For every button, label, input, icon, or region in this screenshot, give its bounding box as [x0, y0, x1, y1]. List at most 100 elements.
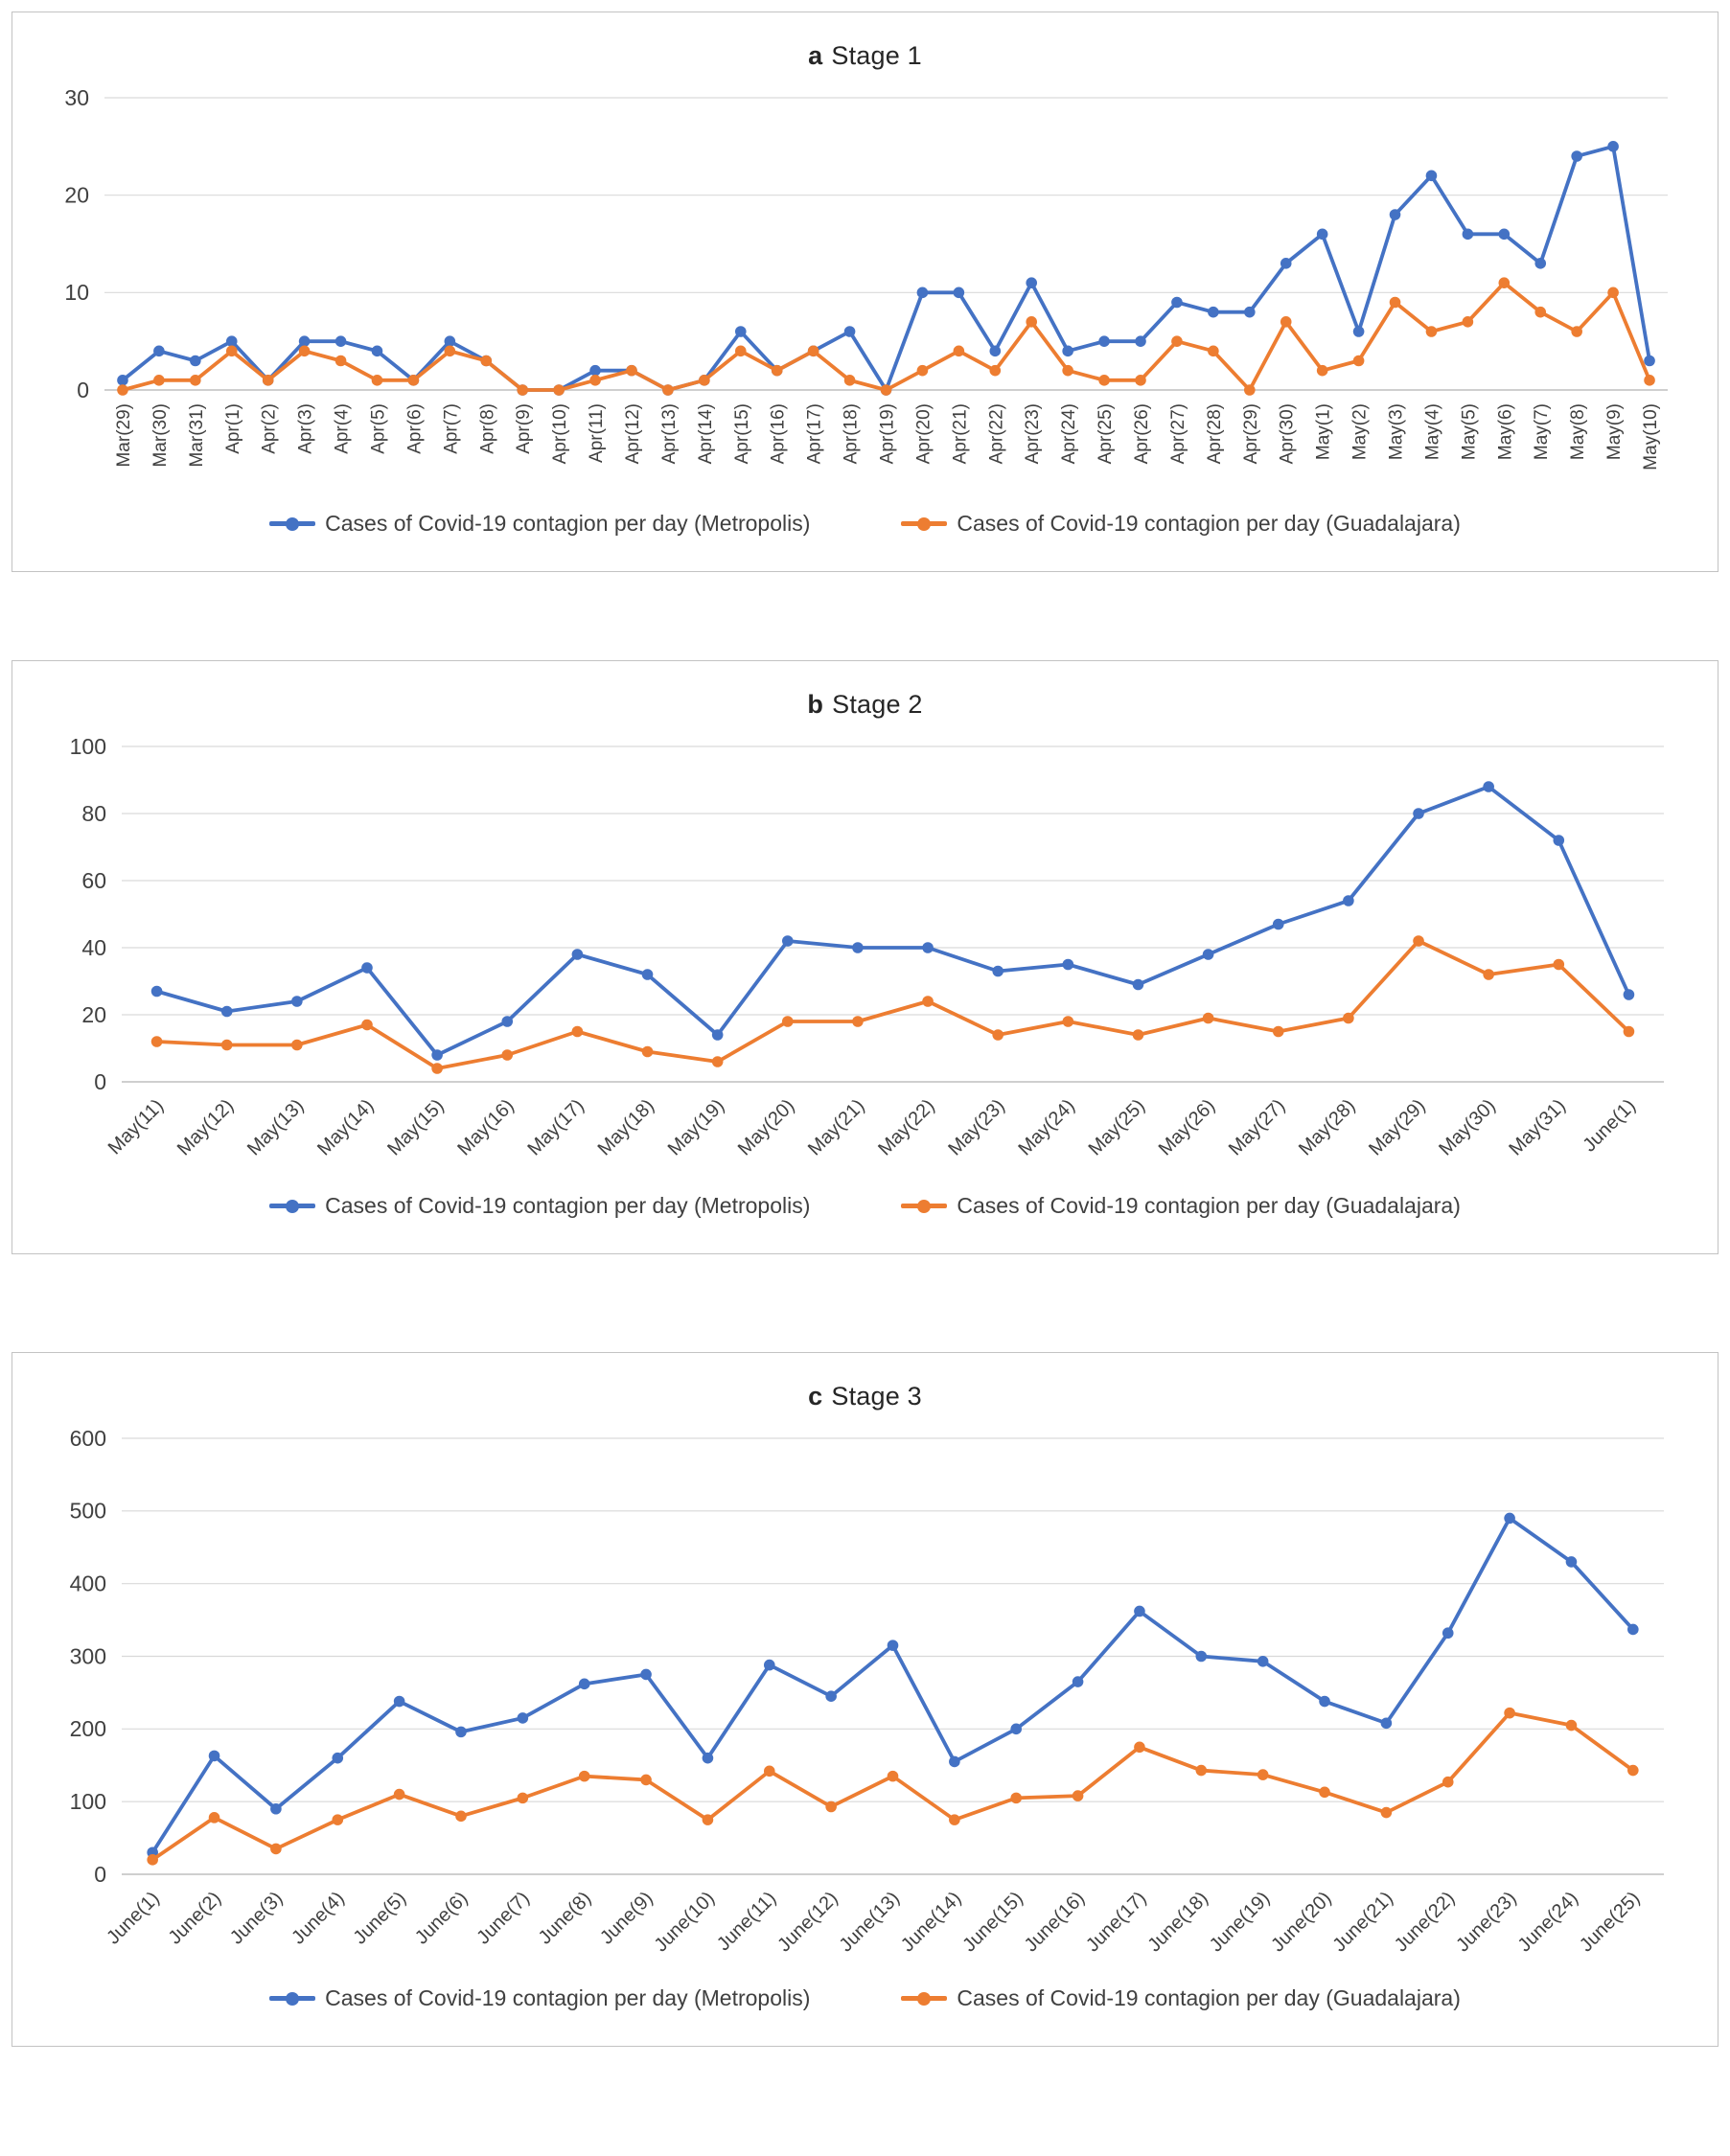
svg-text:May(26): May(26) — [1155, 1095, 1219, 1159]
svg-text:June(11): June(11) — [713, 1888, 780, 1955]
chart-title-text: Stage 2 — [832, 690, 923, 719]
svg-text:0: 0 — [77, 378, 89, 402]
svg-text:June(6): June(6) — [411, 1888, 473, 1949]
svg-text:June(7): June(7) — [473, 1888, 534, 1949]
svg-text:May(2): May(2) — [1350, 403, 1371, 460]
svg-text:May(15): May(15) — [383, 1095, 448, 1159]
line-marker-icon — [901, 1991, 948, 2006]
chart-title-stage-1: a Stage 1 — [34, 41, 1696, 71]
svg-text:Apr(6): Apr(6) — [404, 403, 425, 454]
svg-text:June(21): June(21) — [1329, 1888, 1397, 1956]
svg-text:June(1): June(1) — [103, 1888, 164, 1949]
svg-text:100: 100 — [70, 734, 106, 759]
svg-text:May(12): May(12) — [173, 1095, 238, 1159]
legend-label-guadalajara: Cases of Covid-19 contagion per day (Gua… — [957, 511, 1461, 536]
chart-title-text: Stage 3 — [831, 1382, 922, 1411]
svg-text:June(24): June(24) — [1514, 1888, 1582, 1956]
svg-text:May(23): May(23) — [944, 1095, 1008, 1159]
svg-text:May(13): May(13) — [243, 1095, 308, 1159]
legend-label-metropolis: Cases of Covid-19 contagion per day (Met… — [325, 511, 811, 536]
svg-text:June(3): June(3) — [226, 1888, 288, 1949]
svg-text:June(17): June(17) — [1082, 1888, 1150, 1956]
line-chart-stage-3: 0 100 200 300 400 500 600 June(1) June(2) June(3)… — [34, 1423, 1696, 1982]
svg-text:May(17): May(17) — [523, 1095, 588, 1159]
svg-text:20: 20 — [81, 1002, 106, 1027]
svg-text:Mar(31): Mar(31) — [187, 403, 207, 468]
svg-text:Apr(17): Apr(17) — [805, 403, 825, 464]
svg-text:June(20): June(20) — [1267, 1888, 1335, 1956]
svg-text:Apr(29): Apr(29) — [1241, 403, 1261, 464]
svg-text:June(2): June(2) — [165, 1888, 226, 1949]
svg-text:Apr(12): Apr(12) — [623, 403, 643, 464]
svg-text:Apr(21): Apr(21) — [950, 403, 970, 464]
svg-text:May(16): May(16) — [453, 1095, 518, 1159]
legend-item-guadalajara: Cases of Covid-19 contagion per day (Gua… — [901, 1193, 1461, 1219]
legend-label-guadalajara: Cases of Covid-19 contagion per day (Gua… — [957, 1985, 1461, 2010]
svg-text:Apr(9): Apr(9) — [514, 403, 534, 454]
svg-text:May(22): May(22) — [874, 1095, 938, 1159]
svg-text:May(28): May(28) — [1295, 1095, 1359, 1159]
line-marker-icon — [269, 516, 316, 531]
svg-text:Apr(23): Apr(23) — [1023, 403, 1043, 464]
svg-text:May(1): May(1) — [1314, 403, 1334, 460]
chart-title-prefix: c — [808, 1382, 823, 1411]
svg-text:600: 600 — [70, 1426, 106, 1451]
svg-text:Apr(18): Apr(18) — [842, 403, 862, 464]
svg-text:June(5): June(5) — [350, 1888, 411, 1949]
svg-text:Apr(24): Apr(24) — [1059, 403, 1079, 464]
chart-legend-stage-2: Cases of Covid-19 contagion per day (Met… — [34, 1193, 1696, 1225]
chart-panel-stage-3: c Stage 3 0 100 200 300 400 500 600 June(1) June(… — [12, 1352, 1718, 2047]
legend-item-guadalajara: Cases of Covid-19 contagion per day (Gua… — [901, 511, 1461, 537]
svg-text:May(9): May(9) — [1604, 403, 1625, 460]
svg-text:May(27): May(27) — [1225, 1095, 1289, 1159]
svg-text:May(20): May(20) — [734, 1095, 798, 1159]
chart-panel-stage-1: a Stage 1 0 10 20 30 Mar(29) Mar(30) Mar(31) Apr… — [12, 11, 1718, 572]
svg-text:Apr(8): Apr(8) — [477, 403, 497, 454]
chart-legend-stage-3: Cases of Covid-19 contagion per day (Met… — [34, 1985, 1696, 2017]
svg-text:10: 10 — [64, 280, 89, 305]
svg-text:June(25): June(25) — [1576, 1888, 1644, 1956]
chart-legend-stage-1: Cases of Covid-19 contagion per day (Met… — [34, 511, 1696, 542]
svg-text:Mar(29): Mar(29) — [114, 403, 134, 468]
svg-text:Apr(11): Apr(11) — [587, 403, 607, 463]
svg-text:May(21): May(21) — [804, 1095, 868, 1159]
svg-text:May(29): May(29) — [1365, 1095, 1429, 1159]
svg-text:Apr(15): Apr(15) — [732, 403, 752, 464]
line-chart-stage-1: 0 10 20 30 Mar(29) Mar(30) Mar(31) Apr(1) Apr(2)… — [34, 82, 1696, 507]
svg-text:Apr(10): Apr(10) — [550, 403, 570, 464]
svg-text:May(19): May(19) — [664, 1095, 728, 1159]
svg-text:June(18): June(18) — [1143, 1888, 1211, 1956]
svg-text:Apr(28): Apr(28) — [1205, 403, 1225, 464]
svg-text:Apr(3): Apr(3) — [296, 403, 316, 454]
line-chart-stage-2: 0 20 40 60 80 100 May(11) May(12) May(13) May(14)… — [34, 731, 1696, 1189]
svg-text:May(24): May(24) — [1014, 1095, 1078, 1159]
svg-text:June(4): June(4) — [288, 1888, 349, 1949]
svg-text:500: 500 — [70, 1499, 106, 1524]
marker-dot-icon — [286, 516, 300, 531]
svg-text:20: 20 — [64, 182, 89, 207]
chart-title-text: Stage 1 — [831, 41, 922, 70]
svg-text:June(19): June(19) — [1206, 1888, 1274, 1956]
svg-text:June(10): June(10) — [651, 1888, 719, 1956]
svg-text:Apr(4): Apr(4) — [333, 403, 353, 454]
svg-text:Apr(5): Apr(5) — [368, 403, 388, 454]
svg-text:Apr(25): Apr(25) — [1096, 403, 1116, 464]
svg-text:Apr(13): Apr(13) — [659, 403, 680, 464]
marker-dot-icon — [917, 516, 932, 531]
svg-text:May(8): May(8) — [1568, 403, 1588, 460]
svg-text:May(4): May(4) — [1422, 403, 1442, 460]
legend-item-guadalajara: Cases of Covid-19 contagion per day (Gua… — [901, 1985, 1461, 2011]
svg-text:May(3): May(3) — [1387, 403, 1407, 460]
svg-text:Apr(19): Apr(19) — [878, 403, 898, 464]
chart-title-prefix: b — [807, 690, 824, 719]
svg-text:June(1): June(1) — [1579, 1095, 1640, 1157]
legend-label-guadalajara: Cases of Covid-19 contagion per day (Gua… — [957, 1193, 1461, 1218]
legend-label-metropolis: Cases of Covid-19 contagion per day (Met… — [325, 1985, 811, 2010]
svg-text:Apr(16): Apr(16) — [769, 403, 789, 464]
svg-text:June(9): June(9) — [596, 1888, 657, 1949]
svg-text:Apr(7): Apr(7) — [441, 403, 461, 454]
svg-text:May(30): May(30) — [1435, 1095, 1499, 1159]
svg-text:June(14): June(14) — [897, 1888, 965, 1956]
line-marker-icon — [269, 1991, 316, 2006]
marker-dot-icon — [286, 1199, 300, 1213]
